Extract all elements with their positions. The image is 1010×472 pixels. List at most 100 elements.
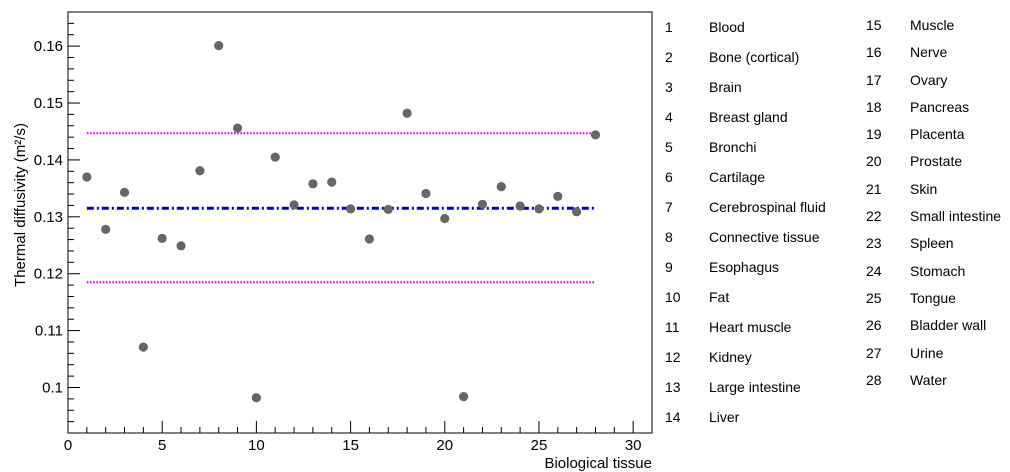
legend-number: 17 <box>866 71 882 88</box>
legend-label: Cartilage <box>709 169 766 185</box>
data-point <box>421 188 431 199</box>
data-points <box>82 40 601 403</box>
y-tick-label: 0.16 <box>34 38 63 55</box>
y-tick-label: 0.11 <box>35 323 63 340</box>
legend-label: Cerebrospinal fluid <box>709 199 826 215</box>
legend-label: Liver <box>709 409 740 425</box>
x-tick-label: 25 <box>531 437 548 454</box>
legend-label: Spleen <box>910 235 954 252</box>
x-tick-label: 30 <box>625 437 642 454</box>
data-point <box>119 187 130 197</box>
legend-label: Stomach <box>910 262 966 279</box>
data-point <box>232 123 243 133</box>
x-tick-label: 20 <box>436 437 453 454</box>
legend-number: 11 <box>665 319 680 335</box>
data-point <box>251 393 261 403</box>
legend-label: Tongue <box>910 289 956 306</box>
y-tick-label: 0.12 <box>34 266 63 283</box>
legend-number: 19 <box>866 126 882 143</box>
legend-label: Kidney <box>709 349 752 365</box>
legend-label: Nerve <box>910 44 948 61</box>
legend-number: 7 <box>665 199 673 215</box>
x-tick-label: 15 <box>342 437 359 454</box>
legend-number: 4 <box>665 109 673 125</box>
data-point <box>515 201 525 211</box>
legend-label: Ovary <box>910 71 948 88</box>
legend-label: Fat <box>709 289 730 305</box>
legend-label: Large intestine <box>709 379 801 395</box>
legend-label: Esophagus <box>709 259 780 275</box>
legend-number: 16 <box>866 44 882 61</box>
legend-label: Muscle <box>910 17 955 33</box>
legend-label: Pancreas <box>910 98 970 115</box>
data-point <box>590 130 601 140</box>
legend-label: Heart muscle <box>709 319 792 335</box>
x-axis-label: Biological tissue <box>544 455 652 472</box>
y-tick-label: 0.13 <box>34 209 63 226</box>
scatter-chart: 0 5 10 15 20 25 30 0.1 0.11 0.12 0.13 0.14 0.15 0.16… <box>12 11 653 472</box>
legend-number: 1 <box>665 19 673 35</box>
data-point <box>289 200 299 210</box>
legend-label: Brain <box>709 79 742 95</box>
legend-number: 8 <box>665 229 673 245</box>
legend-label: Small intestine <box>910 208 1002 225</box>
data-point <box>308 179 318 189</box>
data-point <box>477 199 488 209</box>
y-axis-label: Thermal diffusivity (m²/s) <box>12 123 29 287</box>
legend-number: 13 <box>665 379 681 395</box>
data-point <box>157 233 167 244</box>
legend-number: 25 <box>866 289 882 306</box>
data-point <box>572 207 582 217</box>
legend-label: Breast gland <box>709 109 788 125</box>
legend-number: 6 <box>665 169 673 185</box>
data-point <box>195 166 205 176</box>
data-point <box>176 241 186 251</box>
plot-frame <box>67 11 653 434</box>
legend-number: 20 <box>866 153 882 170</box>
data-point <box>364 234 375 244</box>
x-tick-label: 10 <box>248 437 265 454</box>
legend-label: Water <box>910 371 947 388</box>
legend-label: Prostate <box>910 153 963 170</box>
y-tick-label: 0.15 <box>34 95 63 112</box>
legend-label: Connective tissue <box>709 229 820 245</box>
reference-lines <box>86 132 596 284</box>
legend-number: 22 <box>866 208 882 225</box>
y-tick-label: 0.1 <box>42 379 63 396</box>
data-point <box>138 342 148 352</box>
legend-label: Bladder wall <box>910 317 987 334</box>
legend-number: 2 <box>665 49 673 65</box>
data-point <box>440 213 450 224</box>
legend-label: Blood <box>709 19 745 35</box>
data-point <box>496 182 506 192</box>
legend-number: 3 <box>665 79 673 95</box>
data-point <box>101 224 111 234</box>
data-point <box>553 191 563 201</box>
data-point <box>345 204 356 214</box>
legend-label: Placenta <box>910 126 965 143</box>
data-point <box>383 204 393 215</box>
legend-label: Skin <box>910 180 938 197</box>
legend-number: 5 <box>665 139 673 155</box>
data-point <box>214 40 224 51</box>
data-point <box>534 204 544 214</box>
legend-number: 27 <box>866 344 882 361</box>
data-point <box>327 177 337 187</box>
legend-number: 26 <box>866 317 882 334</box>
legend-number: 21 <box>866 180 882 197</box>
x-tick-label: 5 <box>158 437 166 454</box>
legend-number: 9 <box>665 259 673 275</box>
legend-number: 15 <box>866 17 882 33</box>
data-point <box>459 391 469 402</box>
data-point <box>270 152 280 162</box>
legend-number: 18 <box>866 98 882 115</box>
legend-number: 24 <box>866 262 882 279</box>
legend-number: 12 <box>665 349 681 365</box>
data-point <box>402 108 412 118</box>
legend-number: 10 <box>665 289 681 305</box>
legend-number: 14 <box>665 409 681 425</box>
legend-label: Bronchi <box>709 139 757 155</box>
legend-number: 28 <box>866 371 882 388</box>
x-tick-label: 0 <box>64 437 72 454</box>
x-axis: 0 5 10 15 20 25 30 <box>64 421 642 454</box>
